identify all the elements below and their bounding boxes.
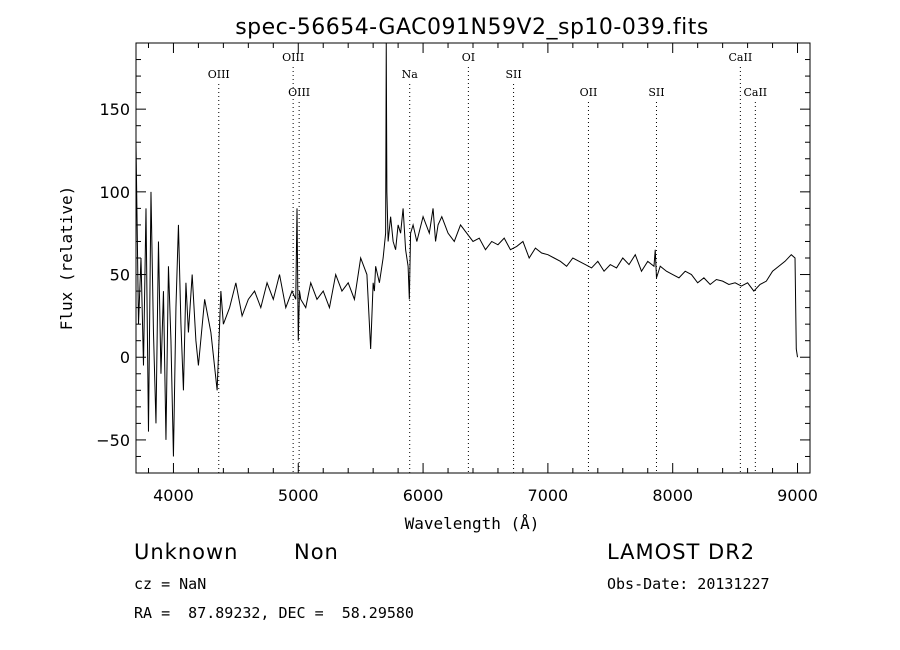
ref-line-label: CaII [743,86,767,99]
ref-line-label: OIII [282,51,304,64]
axis-ticks: 4000 5000 6000 7000 8000 9000 −50 0 50 100 150 [96,43,818,505]
spectrum-line [135,42,799,457]
ref-line-label: OIII [288,86,310,99]
y-tick-label: 50 [110,266,130,285]
coordinates-label: RA = 87.89232, DEC = 58.29580 [134,604,414,622]
reference-lines: OIII OIII OIII Na OI SII OII SII CaII CaII [208,51,767,473]
object-class: Unknown [134,540,239,564]
y-tick-label: 150 [99,100,130,119]
y-tick-label: 0 [120,348,130,367]
x-tick-label: 8000 [652,486,693,505]
plot-frame [135,42,811,474]
x-axis-label: Wavelength (Å) [405,514,540,533]
ref-line-label: CaII [729,51,753,64]
obs-date-label: Obs-Date: 20131227 [607,575,770,593]
y-tick-label: −50 [96,431,130,450]
x-tick-label: 5000 [278,486,319,505]
redshift-label: cz = NaN [134,575,207,593]
survey-label: LAMOST DR2 [607,540,756,564]
object-subclass: Non [294,540,339,564]
chart-title: spec-56654-GAC091N59V2_sp10-039.fits [235,15,709,40]
ref-line-label: OI [462,51,475,64]
ref-line-label: OII [580,86,598,99]
x-tick-label: 4000 [153,486,194,505]
x-tick-label: 6000 [403,486,444,505]
ref-line-label: SII [505,68,521,81]
ref-line-label: Na [402,68,419,81]
y-axis-label: Flux (relative) [57,186,76,331]
x-tick-label: 9000 [777,486,818,505]
ref-line-label: OIII [208,68,230,81]
x-tick-label: 7000 [528,486,569,505]
y-tick-label: 100 [99,183,130,202]
ref-line-label: SII [648,86,664,99]
